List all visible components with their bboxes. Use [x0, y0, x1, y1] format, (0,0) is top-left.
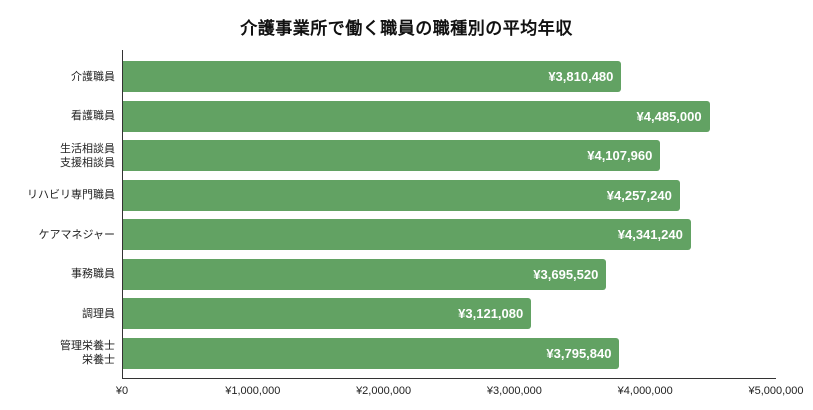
- bar-value-label: ¥3,121,080: [458, 306, 524, 321]
- bar[interactable]: ¥3,121,080: [123, 298, 532, 329]
- category-label-line2: 栄養士: [82, 353, 115, 366]
- bar-value-label: ¥4,257,240: [606, 187, 672, 203]
- x-tick-label: ¥5,000,000: [748, 385, 804, 397]
- x-axis-line: [122, 378, 776, 379]
- x-tick-label: ¥4,000,000: [617, 385, 673, 397]
- category-label: 介護職員: [0, 61, 115, 92]
- chart-title: 介護事業所で働く職員の職種別の平均年収: [240, 19, 573, 39]
- category-label: ケアマネジャー: [0, 219, 115, 250]
- category-label-line2: 支援相談員: [60, 155, 115, 169]
- bar-value-label: ¥4,341,240: [617, 227, 683, 242]
- category-label: 調理員: [0, 298, 115, 329]
- category-label: リハビリ専門職員: [0, 180, 115, 211]
- bar[interactable]: ¥3,810,480: [123, 61, 622, 92]
- bar-value-label: ¥4,107,960: [587, 148, 653, 163]
- x-tick-label: ¥0: [115, 385, 129, 397]
- bar[interactable]: ¥4,341,240: [123, 219, 691, 250]
- category-label-line1: 管理栄養士: [60, 339, 115, 352]
- bar[interactable]: ¥3,795,840: [123, 337, 620, 369]
- bar[interactable]: ¥4,107,960: [123, 140, 661, 171]
- y-axis-line: [122, 50, 123, 378]
- x-tick-label: ¥3,000,000: [486, 385, 542, 397]
- bar[interactable]: ¥3,695,520: [123, 258, 607, 290]
- category-label-line1: 事務職員: [71, 267, 115, 280]
- bar-value-label: ¥3,810,480: [548, 69, 614, 84]
- category-label-line1: 生活相談員: [60, 141, 115, 155]
- category-label: 管理栄養士 栄養士: [0, 338, 115, 369]
- bar[interactable]: ¥4,485,000: [123, 100, 710, 132]
- x-tick-label: ¥2,000,000: [356, 385, 412, 397]
- bar-value-label: ¥3,795,840: [546, 345, 612, 361]
- category-label: 看護職員: [0, 101, 115, 132]
- category-label-line1: ケアマネジャー: [38, 227, 115, 241]
- bar[interactable]: ¥4,257,240: [123, 179, 680, 211]
- bar-value-label: ¥4,485,000: [636, 108, 702, 124]
- category-label-line1: リハビリ専門職員: [27, 188, 115, 201]
- category-label-line1: 看護職員: [71, 109, 115, 122]
- x-tick-label: ¥1,000,000: [225, 385, 281, 397]
- category-label-line1: 介護職員: [71, 69, 115, 83]
- category-label: 事務職員: [0, 259, 115, 290]
- bar-value-label: ¥3,695,520: [533, 266, 599, 282]
- category-label-line1: 調理員: [82, 306, 115, 320]
- category-label: 生活相談員 支援相談員: [0, 140, 115, 171]
